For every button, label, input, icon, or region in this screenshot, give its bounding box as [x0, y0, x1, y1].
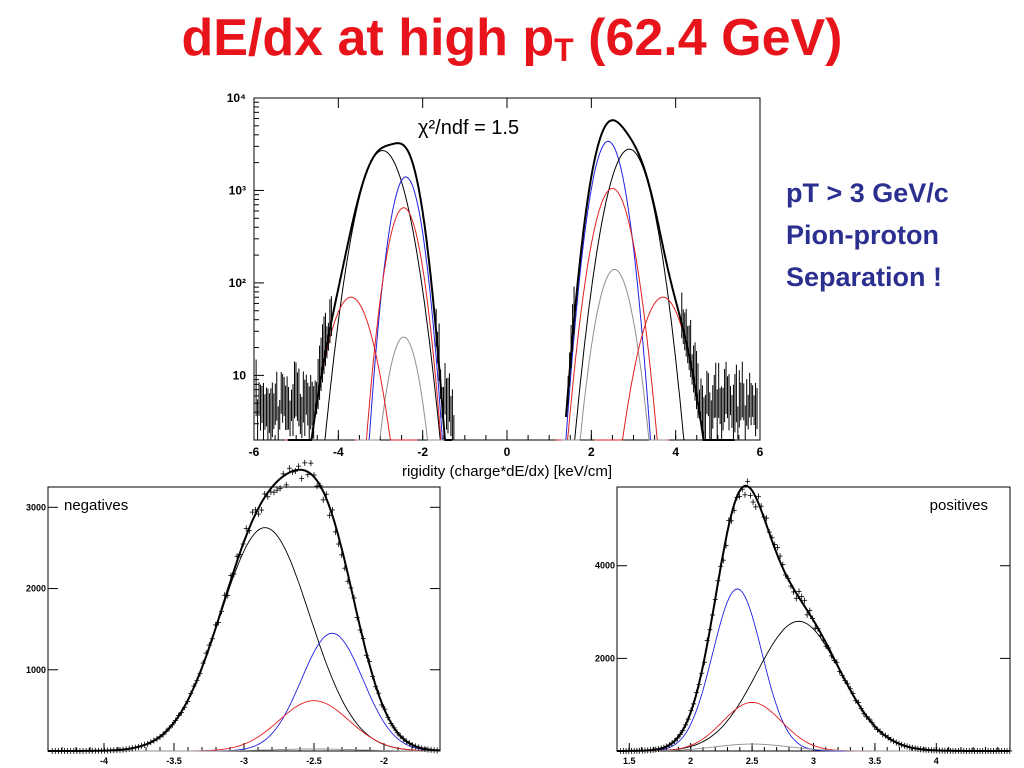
title-main: dE/dx at high p — [181, 9, 555, 67]
x-tick-label: 6 — [757, 445, 764, 459]
y-tick-label: 2000 — [26, 584, 46, 594]
x-tick-label: 1.5 — [623, 756, 636, 766]
x-tick-label: 0 — [504, 445, 511, 459]
x-tick-label: -2.5 — [306, 756, 322, 766]
x-tick-label: 4 — [672, 445, 679, 459]
fit-curve-black — [617, 620, 1010, 752]
y-tick-label: 10³ — [229, 183, 246, 197]
fit-curve-blue — [360, 176, 452, 441]
x-tick-label: 4 — [934, 756, 939, 766]
slide-title: dE/dx at high pT (62.4 GeV) — [0, 8, 1024, 69]
y-tick-label: 10⁴ — [227, 91, 246, 105]
side-note-line-1: pT > 3 GeV/c — [786, 178, 949, 208]
fit-curve-black — [564, 148, 694, 441]
side-note-line-3: Separation ! — [786, 262, 943, 292]
side-note-line-2: Pion-proton — [786, 220, 939, 250]
y-tick-label: 4000 — [595, 561, 615, 571]
x-tick-label: -4 — [100, 756, 108, 766]
fit-curve-red — [555, 188, 670, 441]
total-fit-pos — [565, 119, 735, 441]
x-tick-label: 3.5 — [869, 756, 882, 766]
y-tick-label: 1000 — [26, 665, 46, 675]
fit-curve-gray — [561, 268, 668, 441]
x-tick-label: -3.5 — [166, 756, 182, 766]
x-tick-label: -6 — [249, 445, 260, 459]
y-tick-label: 10 — [233, 368, 247, 382]
side-note: pT > 3 GeV/c Pion-proton Separation ! — [786, 172, 949, 298]
title-subscript: T — [554, 32, 574, 68]
x-tick-label: 3 — [811, 756, 816, 766]
fit-curve-blue — [558, 140, 658, 441]
title-tail: (62.4 GeV) — [573, 9, 843, 67]
fit-curve-red — [354, 207, 453, 441]
x-tick-label: 2.5 — [746, 756, 759, 766]
fit-curve-blue — [617, 588, 1010, 752]
x-axis-label: rigidity (charge*dE/dx) [keV/cm] — [402, 463, 612, 480]
fit-curve-black — [314, 150, 451, 441]
y-tick-label: 10² — [229, 276, 246, 290]
chi2-annotation: χ²/ndf = 1.5 — [418, 117, 519, 139]
chart-legend-text: positives — [930, 497, 988, 514]
x-tick-label: 2 — [688, 756, 693, 766]
y-tick-label: 2000 — [595, 653, 615, 663]
x-tick-label: 2 — [588, 445, 595, 459]
x-tick-label: -4 — [333, 445, 344, 459]
y-tick-label: 3000 — [26, 502, 46, 512]
chart-legend-text: negatives — [64, 497, 128, 514]
x-tick-label: -2 — [380, 756, 388, 766]
x-tick-label: -3 — [240, 756, 248, 766]
fit-curve-gray — [356, 336, 452, 441]
x-tick-label: -2 — [417, 445, 428, 459]
